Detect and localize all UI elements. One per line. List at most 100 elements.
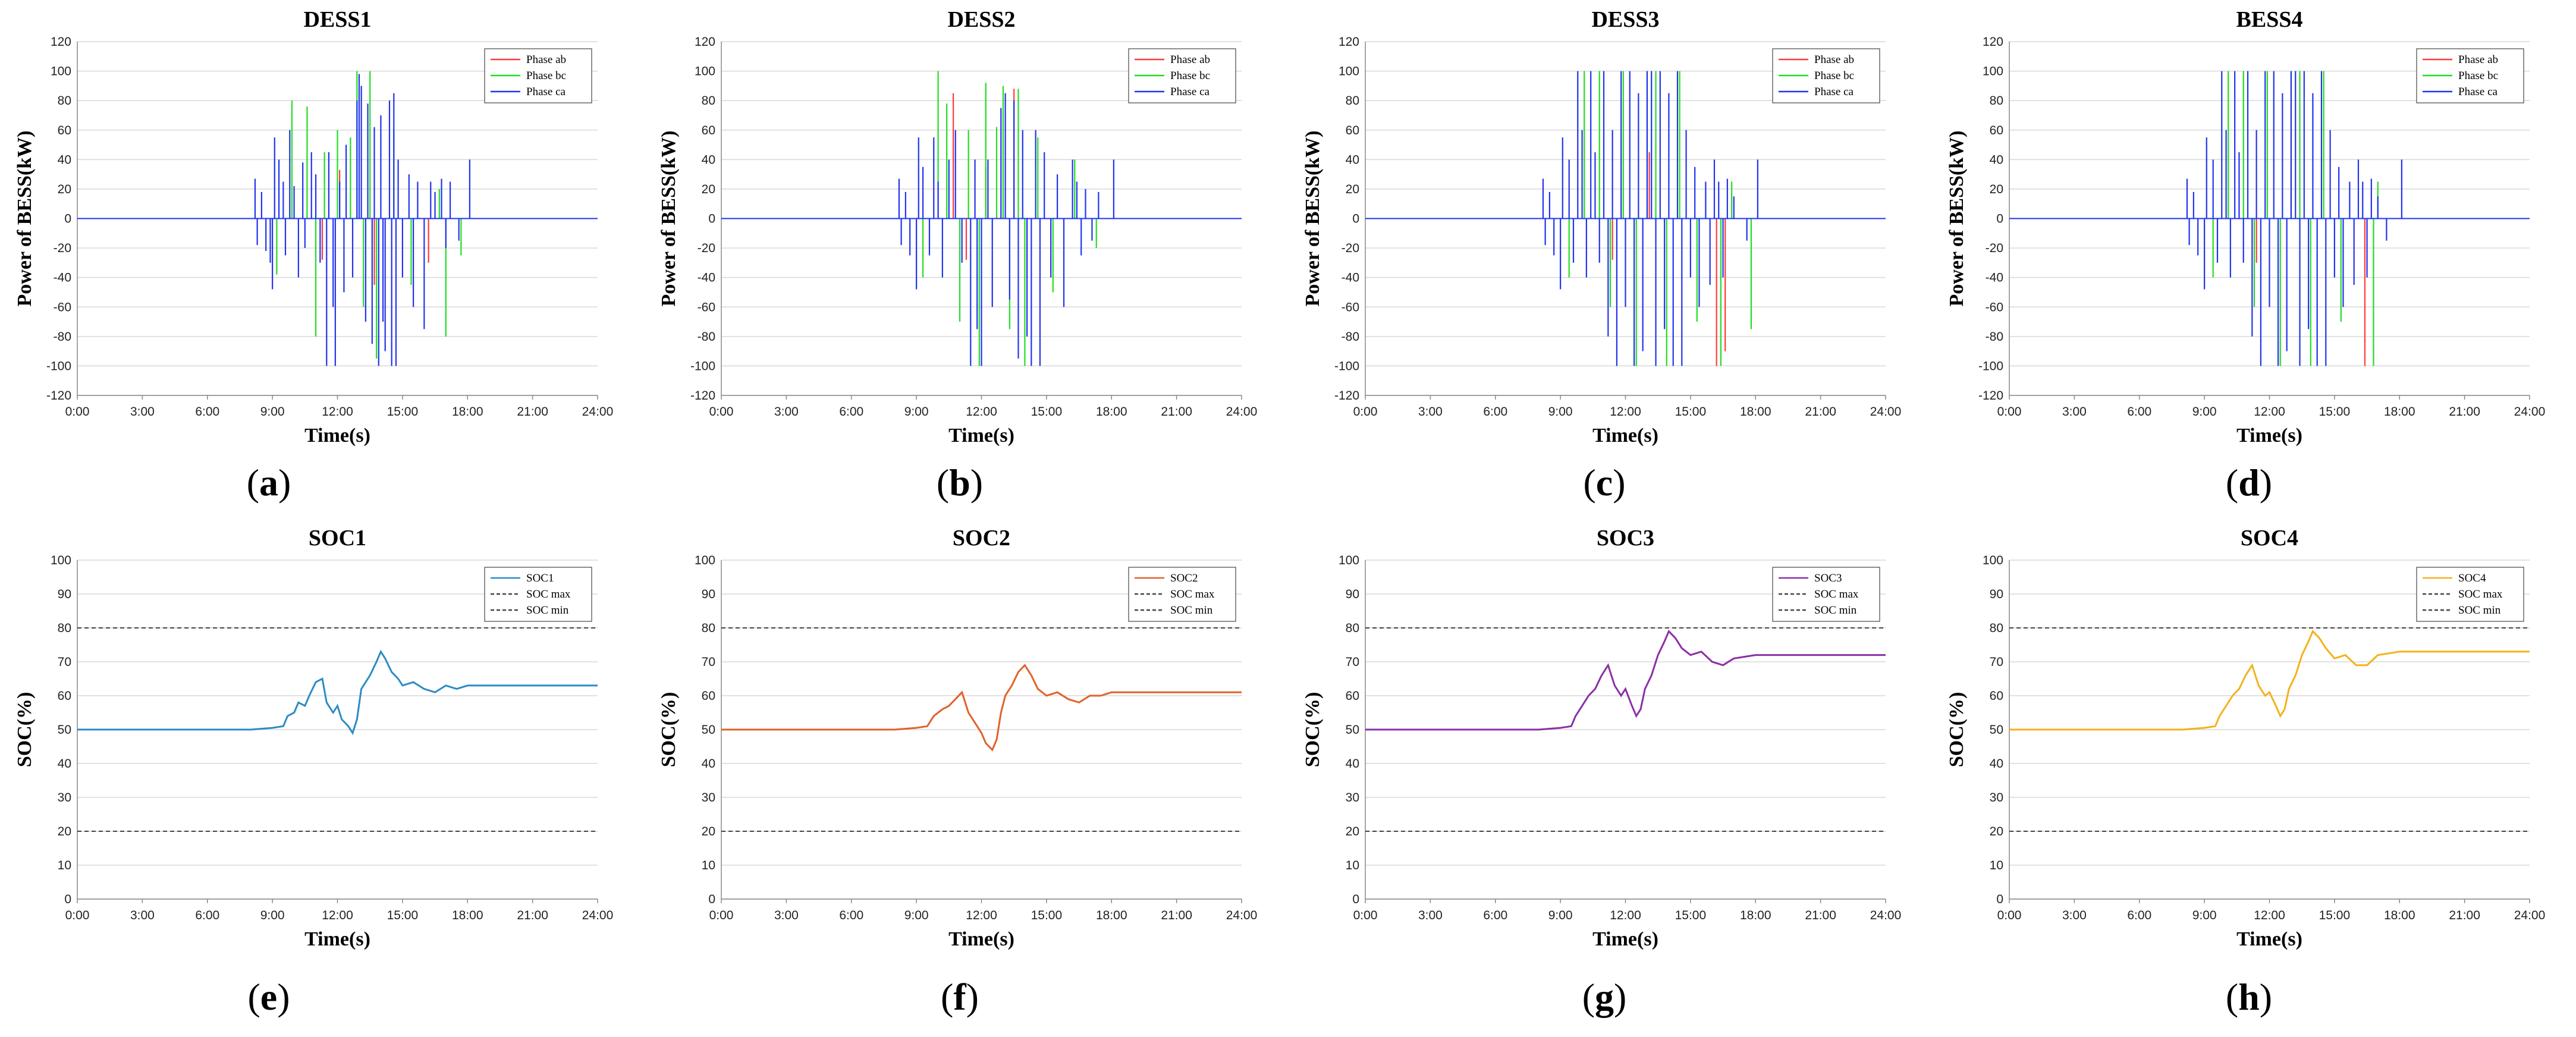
x-tick-label: 9:00 bbox=[1548, 405, 1573, 419]
legend-label: SOC min bbox=[1170, 604, 1213, 617]
legend-label: Phase ca bbox=[1814, 86, 1854, 98]
y-tick-label: -100 bbox=[1978, 359, 2003, 373]
soc-line bbox=[2009, 630, 2530, 731]
legend-label: SOC min bbox=[1814, 604, 1857, 617]
x-tick-label: 9:00 bbox=[1548, 909, 1573, 922]
y-axis-label: Power of BESS(kW) bbox=[658, 131, 680, 307]
x-tick-label: 6:00 bbox=[195, 909, 219, 922]
series-phase-ab bbox=[1611, 152, 1726, 366]
x-tick-label: 3:00 bbox=[130, 405, 155, 419]
caption-e: (e) bbox=[247, 976, 290, 1018]
legend-label: Phase ca bbox=[1170, 86, 1210, 98]
y-tick-label: -120 bbox=[690, 389, 715, 403]
legend-label: SOC2 bbox=[1170, 572, 1198, 585]
x-tick-label: 6:00 bbox=[839, 405, 863, 419]
x-tick-label: 21:00 bbox=[517, 405, 548, 419]
series-phase-ab bbox=[953, 89, 1028, 278]
y-tick-label: 60 bbox=[702, 124, 715, 137]
x-tick-label: 6:00 bbox=[2127, 909, 2151, 922]
series-phase-bc bbox=[922, 71, 1097, 366]
y-tick-label: 60 bbox=[1346, 689, 1359, 703]
y-tick-label: 20 bbox=[58, 825, 71, 838]
y-tick-label: 120 bbox=[1983, 35, 2003, 49]
y-tick-label: 40 bbox=[58, 757, 71, 771]
y-tick-label: 40 bbox=[1990, 153, 2003, 166]
x-tick-label: 18:00 bbox=[2384, 405, 2415, 419]
y-axis-label: Power of BESS(kW) bbox=[1302, 131, 1324, 307]
x-tick-label: 9:00 bbox=[904, 909, 929, 922]
x-tick-label: 24:00 bbox=[1226, 909, 1258, 922]
x-tick-label: 21:00 bbox=[1805, 909, 1836, 922]
x-tick-label: 0:00 bbox=[1353, 909, 1378, 922]
x-tick-label: 9:00 bbox=[904, 405, 929, 419]
x-tick-label: 24:00 bbox=[1870, 909, 1902, 922]
y-tick-label: 80 bbox=[58, 621, 71, 635]
legend-label: Phase ca bbox=[2458, 86, 2498, 98]
x-tick-label: 12:00 bbox=[1610, 909, 1641, 922]
y-tick-label: 120 bbox=[1339, 35, 1359, 49]
x-tick-label: 24:00 bbox=[582, 405, 614, 419]
y-tick-label: 80 bbox=[702, 621, 715, 635]
x-tick-label: 0:00 bbox=[709, 909, 734, 922]
chart-bess4: BESS4 -120 -100 -80 -60 -40 -20 0 20 40 60 80 100 120… bbox=[1946, 7, 2545, 447]
x-tick-label: 24:00 bbox=[2514, 909, 2546, 922]
y-tick-label: 20 bbox=[1346, 825, 1359, 838]
y-tick-label: 100 bbox=[1983, 554, 2003, 567]
chart-dess1: DESS1 -120 -100 -80 -60 -40 -20 0 20 40 60 80 100 120… bbox=[14, 7, 614, 447]
chart-soc2: SOC2 0 10 20 30 40 50 60 70 80 90 100 0:00 3:00 6:00 9:… bbox=[658, 526, 1258, 950]
x-tick-label: 18:00 bbox=[452, 405, 483, 419]
legend-label: SOC min bbox=[526, 604, 569, 617]
y-tick-label: 0 bbox=[708, 893, 715, 906]
y-tick-label: -100 bbox=[1334, 359, 1359, 373]
y-axis-label: SOC(%) bbox=[1946, 692, 1968, 768]
x-tick-label: 0:00 bbox=[1353, 405, 1378, 419]
y-tick-label: -60 bbox=[1342, 300, 1359, 314]
y-tick-label: 60 bbox=[1346, 124, 1359, 137]
legend-box bbox=[1128, 48, 1236, 103]
x-axis-label: Time(s) bbox=[1592, 425, 1658, 447]
x-tick-label: 24:00 bbox=[1870, 405, 1902, 419]
x-tick-label: 3:00 bbox=[774, 405, 799, 419]
legend-label: SOC max bbox=[1170, 588, 1215, 601]
y-tick-label: -80 bbox=[1986, 330, 2003, 344]
x-axis-label: Time(s) bbox=[304, 425, 370, 447]
y-tick-label: -80 bbox=[1342, 330, 1359, 344]
x-tick-label: 24:00 bbox=[582, 909, 614, 922]
x-tick-label: 21:00 bbox=[1161, 909, 1192, 922]
x-tick-label: 3:00 bbox=[2062, 405, 2087, 419]
chart-title: BESS4 bbox=[2236, 7, 2303, 32]
y-tick-label: 100 bbox=[51, 65, 71, 78]
y-tick-label: 100 bbox=[1983, 65, 2003, 78]
x-axis-label: Time(s) bbox=[304, 928, 370, 950]
legend-label: Phase bc bbox=[526, 70, 566, 82]
y-tick-label: -120 bbox=[46, 389, 71, 403]
y-tick-label: 90 bbox=[1990, 587, 2003, 601]
x-tick-label: 12:00 bbox=[322, 909, 353, 922]
y-axis-label: SOC(%) bbox=[1302, 692, 1324, 768]
y-tick-label: -60 bbox=[698, 300, 715, 314]
chart-title: DESS3 bbox=[1591, 7, 1659, 32]
x-tick-label: 9:00 bbox=[2192, 405, 2217, 419]
x-tick-label: 18:00 bbox=[452, 909, 483, 922]
y-axis-label: Power of BESS(kW) bbox=[14, 131, 36, 307]
x-tick-label: 15:00 bbox=[1031, 909, 1063, 922]
y-tick-label: -120 bbox=[1978, 389, 2003, 403]
y-tick-label: 10 bbox=[702, 859, 715, 872]
chart-soc4: SOC4 0 10 20 30 40 50 60 70 80 90 100 0:00 3:00 6:00 9:… bbox=[1946, 526, 2546, 950]
legend-label: Phase ab bbox=[1170, 54, 1210, 66]
x-tick-label: 15:00 bbox=[1031, 405, 1063, 419]
chart-dess3: DESS3 -120 -100 -80 -60 -40 -20 0 20 40 60 80 100 120… bbox=[1302, 7, 1902, 447]
y-tick-label: 40 bbox=[58, 153, 71, 166]
chart-title: SOC1 bbox=[309, 526, 366, 551]
x-tick-label: 0:00 bbox=[709, 405, 734, 419]
y-tick-label: 70 bbox=[702, 655, 715, 669]
y-tick-label: 70 bbox=[58, 655, 71, 669]
y-tick-label: 60 bbox=[1990, 689, 2003, 703]
y-tick-label: 100 bbox=[51, 554, 71, 567]
chart-title: SOC4 bbox=[2241, 526, 2298, 551]
legend-label: Phase bc bbox=[2458, 70, 2498, 82]
x-tick-label: 3:00 bbox=[774, 909, 799, 922]
y-tick-label: 120 bbox=[51, 35, 71, 49]
caption-g: (g) bbox=[1582, 976, 1627, 1018]
y-tick-label: 0 bbox=[1996, 893, 2003, 906]
